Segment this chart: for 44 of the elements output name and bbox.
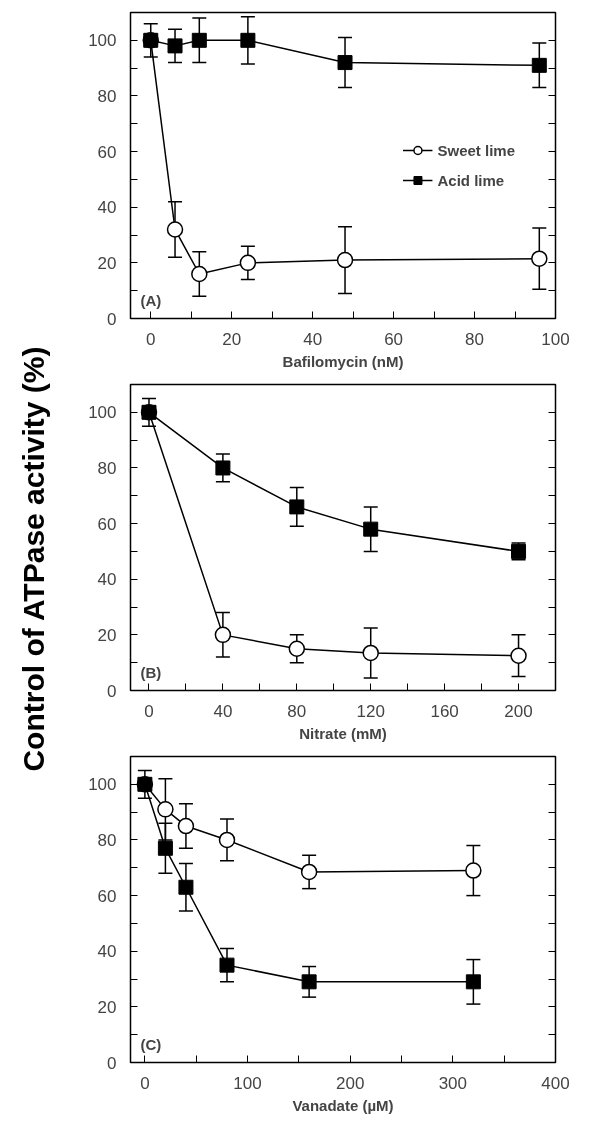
y-tick-label: 20 (97, 253, 117, 273)
y-tick-label: 60 (97, 886, 117, 906)
x-tick-label: 0 (140, 1073, 150, 1093)
x-axis-title: Vanadate (µM) (292, 1096, 394, 1114)
x-tick-label: 400 (541, 1073, 570, 1093)
x-tick-label: 80 (465, 329, 485, 349)
x-tick-label: 0 (146, 329, 156, 349)
y-tick-label: 100 (88, 31, 117, 51)
annotation: (C) (140, 1035, 162, 1053)
y-tick-label: 80 (97, 830, 117, 850)
legend-label: Sweet lime (437, 141, 515, 159)
y-tick-label: 100 (88, 403, 117, 423)
x-tick-label: 200 (504, 701, 533, 721)
y-tick-label: 80 (97, 86, 117, 106)
y-tick-label: 20 (97, 625, 117, 645)
y-tick-label: 40 (97, 570, 117, 590)
x-tick-label: 200 (336, 1073, 365, 1093)
x-tick-label: 160 (430, 701, 459, 721)
y-tick-label: 100 (88, 775, 117, 795)
x-axis-title: Nitrate (mM) (299, 724, 387, 742)
y-tick-label: 80 (97, 458, 117, 478)
y-tick-label: 0 (107, 681, 117, 701)
legend-label: Acid lime (437, 171, 505, 189)
annotation: (A) (140, 291, 162, 309)
y-tick-label: 0 (107, 309, 117, 329)
y-tick-label: 60 (97, 514, 117, 534)
y-tick-label: 0 (107, 1053, 117, 1073)
x-tick-label: 40 (213, 701, 233, 721)
x-tick-label: 60 (384, 329, 404, 349)
y-tick-label: 40 (97, 198, 117, 218)
x-tick-label: 300 (438, 1073, 468, 1093)
y-tick-label: 60 (97, 142, 117, 162)
x-tick-label: 100 (541, 329, 570, 349)
x-tick-label: 20 (222, 329, 242, 349)
y-tick-label: 40 (97, 942, 117, 962)
y-axis-title: Control of ATPase activity (%) (17, 346, 50, 772)
y-tick-label: 20 (97, 997, 117, 1017)
x-axis-title: Bafilomycin (nM) (282, 352, 404, 370)
x-tick-label: 40 (303, 329, 323, 349)
x-tick-label: 120 (356, 701, 385, 721)
x-tick-label: 80 (287, 701, 307, 721)
x-tick-label: 0 (144, 701, 154, 721)
annotation: (B) (140, 663, 162, 681)
x-tick-label: 100 (233, 1073, 262, 1093)
